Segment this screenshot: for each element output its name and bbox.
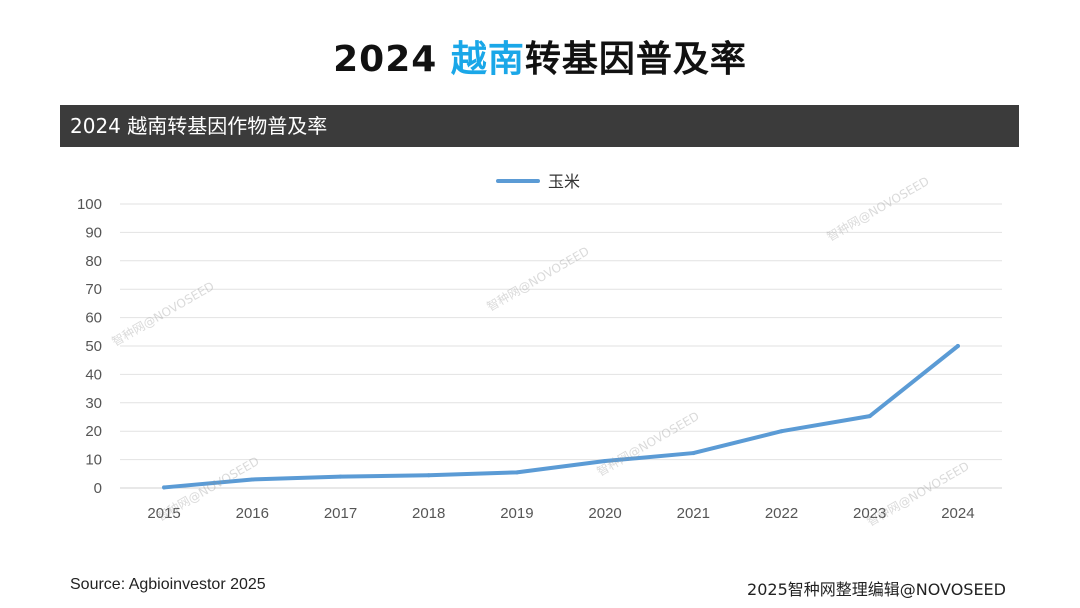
x-tick-label: 2016 <box>236 505 269 522</box>
y-tick-label: 30 <box>85 395 102 412</box>
y-tick-label: 100 <box>77 196 102 213</box>
data-point <box>338 474 343 479</box>
title-highlight: 越南 <box>450 39 525 80</box>
y-tick-label: 0 <box>94 480 102 497</box>
x-tick-label: 2018 <box>412 505 445 522</box>
y-tick-label: 90 <box>85 224 102 241</box>
x-axis-ticks: 2015 2016 2017 2018 2019 2020 2021 2022 2023 2024 <box>147 505 974 522</box>
data-point <box>603 459 608 464</box>
credit-note: 2025智种网整理编辑@NOVOSEED <box>747 580 1006 599</box>
page-title: 2024 越南转基因普及率 <box>0 30 1080 82</box>
legend-label: 玉米 <box>548 172 580 191</box>
title-prefix: 2024 <box>333 39 451 80</box>
data-point <box>691 451 696 456</box>
x-tick-label: 2019 <box>500 505 533 522</box>
series-line <box>162 344 960 490</box>
y-tick-label: 10 <box>85 452 102 469</box>
y-tick-label: 50 <box>85 338 102 355</box>
chart-grid <box>120 203 1002 489</box>
y-tick-label: 60 <box>85 310 102 327</box>
data-point <box>779 429 784 434</box>
x-tick-label: 2023 <box>853 505 886 522</box>
y-tick-label: 80 <box>85 253 102 270</box>
chart-legend: 玉米 <box>496 172 580 191</box>
chart-series <box>162 344 960 490</box>
data-point <box>426 473 431 478</box>
chart-banner: 2024 越南转基因作物普及率 <box>60 105 1019 147</box>
data-point <box>867 414 872 419</box>
x-tick-label: 2020 <box>588 505 621 522</box>
y-axis-ticks: 0 10 20 30 40 50 60 70 80 90 100 <box>77 196 102 497</box>
y-tick-label: 40 <box>85 366 102 383</box>
x-tick-label: 2024 <box>941 505 974 522</box>
x-tick-label: 2015 <box>147 505 180 522</box>
x-tick-label: 2021 <box>677 505 710 522</box>
title-suffix: 转基因普及率 <box>524 39 747 80</box>
x-tick-label: 2022 <box>765 505 798 522</box>
data-point <box>955 344 960 348</box>
x-tick-label: 2017 <box>324 505 357 522</box>
source-note: Source: Agbioinvestor 2025 <box>70 576 266 593</box>
y-tick-label: 70 <box>85 281 102 298</box>
data-point <box>162 485 167 490</box>
data-point <box>514 470 519 475</box>
data-point <box>250 477 255 482</box>
y-tick-label: 20 <box>85 423 102 440</box>
